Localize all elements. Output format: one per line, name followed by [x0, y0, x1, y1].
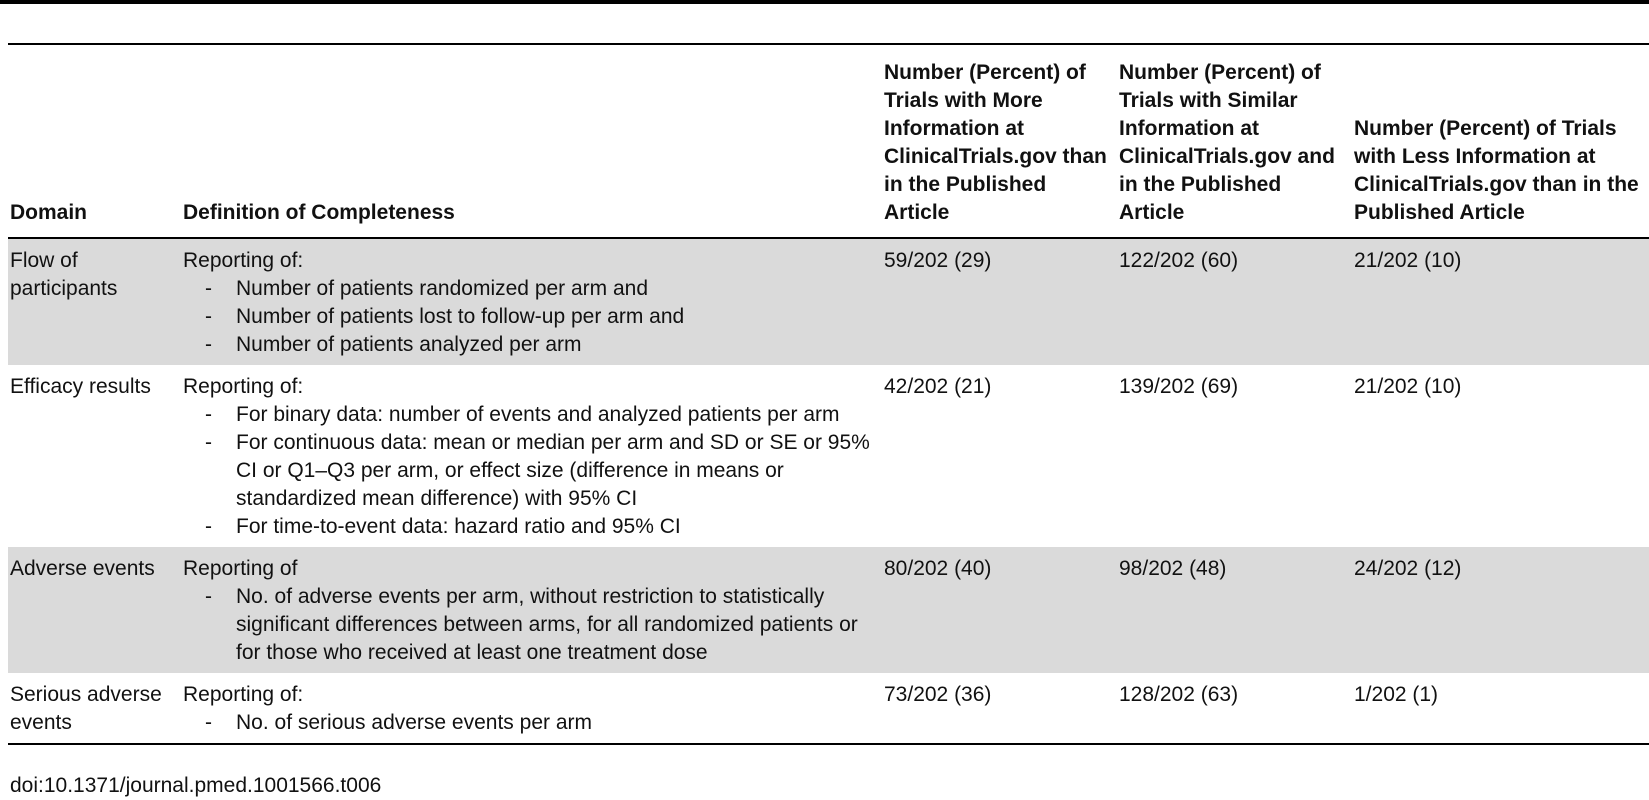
definition-item: Number of patients lost to follow-up per… [205, 303, 880, 331]
definition-list: No. of adverse events per arm, without r… [183, 583, 880, 667]
definition-list: No. of serious adverse events per arm [183, 709, 880, 737]
header-row: Domain Definition of Completeness Number… [8, 43, 1649, 239]
definition-item: Number of patients analyzed per arm [205, 331, 880, 359]
header-definition: Definition of Completeness [181, 43, 882, 239]
definition-item: For continuous data: mean or median per … [205, 429, 880, 513]
definition-intro: Reporting of: [183, 375, 304, 398]
more-info-cell: 80/202 (40) [882, 547, 1117, 673]
definition-item: No. of serious adverse events per arm [205, 709, 880, 737]
domain-cell: Efficacy results [10, 375, 151, 398]
more-info-cell: 73/202 (36) [882, 673, 1117, 745]
similar-info-cell: 128/202 (63) [1117, 673, 1352, 745]
similar-info-cell: 122/202 (60) [1117, 238, 1352, 365]
definition-cell: Reporting of: No. of serious adverse eve… [181, 673, 882, 745]
similar-info-cell: 98/202 (48) [1117, 547, 1352, 673]
more-info-cell: 59/202 (29) [882, 238, 1117, 365]
definition-intro: Reporting of [183, 557, 298, 580]
definition-item: Number of patients randomized per arm an… [205, 275, 880, 303]
completeness-table-container: Domain Definition of Completeness Number… [8, 43, 1649, 745]
more-info-cell: 42/202 (21) [884, 375, 992, 398]
top-rule [0, 0, 1649, 4]
definition-item: For time-to-event data: hazard ratio and… [205, 513, 880, 541]
less-info-cell: 21/202 (10) [1354, 375, 1462, 398]
definition-list: Number of patients randomized per arm an… [183, 275, 880, 359]
definition-item: For binary data: number of events and an… [205, 401, 880, 429]
domain-cell: Adverse events [8, 547, 181, 673]
header-less-info: Number (Percent) of Trials with Less Inf… [1352, 43, 1649, 239]
table-row: Flow of participants Reporting of: Numbe… [8, 238, 1649, 365]
definition-item: No. of adverse events per arm, without r… [205, 583, 880, 667]
less-info-cell: 24/202 (12) [1352, 547, 1649, 673]
doi-footer: doi:10.1371/journal.pmed.1001566.t006 [10, 774, 382, 797]
table-row: Efficacy results Reporting of: For binar… [8, 365, 1649, 547]
similar-info-cell: 139/202 (69) [1119, 375, 1239, 398]
domain-cell: Flow of participants [8, 238, 181, 365]
header-similar-info: Number (Percent) of Trials with Similar … [1117, 43, 1352, 239]
definition-cell: Reporting of: Number of patients randomi… [181, 238, 882, 365]
completeness-table: Domain Definition of Completeness Number… [8, 43, 1649, 745]
less-info-cell: 21/202 (10) [1352, 238, 1649, 365]
table-row: Serious adverse events Reporting of: No.… [8, 673, 1649, 745]
definition-cell: Reporting of No. of adverse events per a… [181, 547, 882, 673]
table-row: Adverse events Reporting of No. of adver… [8, 547, 1649, 673]
definition-cell: Reporting of: For binary data: number of… [181, 365, 882, 547]
header-more-info: Number (Percent) of Trials with More Inf… [882, 43, 1117, 239]
definition-intro: Reporting of: [183, 683, 304, 706]
definition-list: For binary data: number of events and an… [183, 401, 880, 541]
header-domain: Domain [8, 43, 181, 239]
less-info-cell: 1/202 (1) [1352, 673, 1649, 745]
definition-intro: Reporting of: [183, 249, 304, 272]
domain-cell: Serious adverse events [8, 673, 181, 745]
